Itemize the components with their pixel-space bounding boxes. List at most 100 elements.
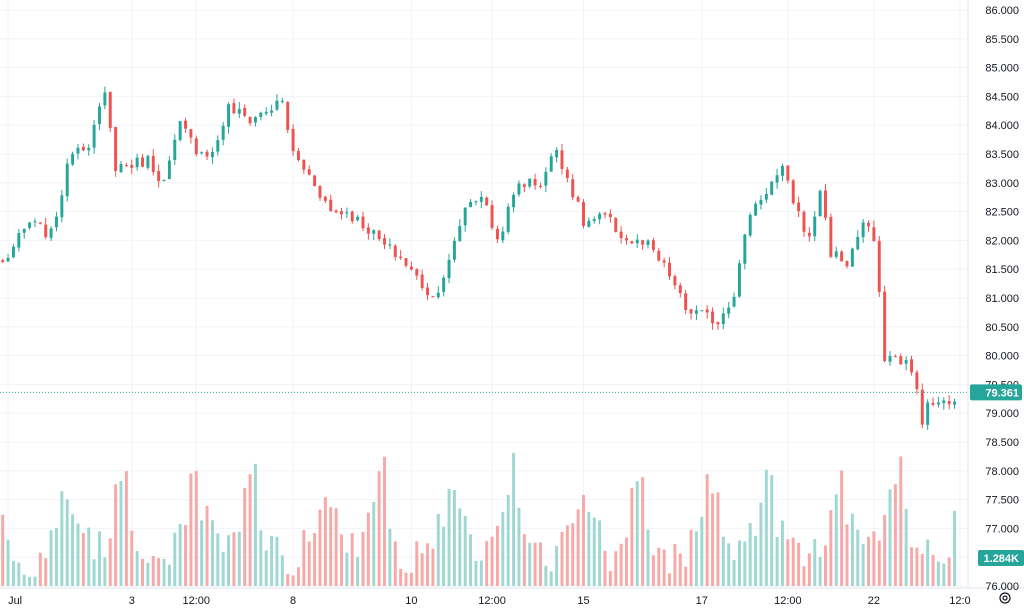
volume-bar bbox=[420, 553, 424, 586]
candle-body bbox=[275, 100, 279, 110]
x-tick-label: 12:00 bbox=[774, 595, 802, 607]
candle-body bbox=[232, 103, 236, 114]
y-tick-label: 85.500 bbox=[985, 34, 1019, 46]
candle-body bbox=[872, 227, 876, 242]
candle-body bbox=[786, 165, 790, 181]
candle-body bbox=[931, 402, 935, 405]
axis-badges: 79.361 1.284K bbox=[970, 384, 1024, 604]
candle-body bbox=[582, 201, 585, 226]
candle-body bbox=[668, 262, 672, 277]
volume-bar bbox=[721, 536, 725, 586]
volume-bar bbox=[76, 523, 80, 586]
candle-body bbox=[856, 236, 860, 250]
volume-bar bbox=[383, 456, 386, 586]
volume-bar bbox=[576, 509, 580, 586]
volume-bar bbox=[135, 550, 139, 586]
y-tick-label: 81.500 bbox=[985, 264, 1019, 276]
volume-bar bbox=[867, 536, 870, 586]
volume-bar bbox=[614, 551, 618, 586]
volume-bar bbox=[227, 535, 231, 586]
volume-bar bbox=[522, 533, 526, 586]
gear-ring bbox=[999, 592, 1011, 604]
candle-body bbox=[313, 175, 317, 187]
volume-bar bbox=[81, 533, 85, 586]
candle-body bbox=[684, 293, 688, 310]
volume-bar bbox=[711, 493, 715, 586]
volume-bar bbox=[662, 549, 666, 586]
candle-body bbox=[1, 260, 5, 263]
volume-bar bbox=[700, 516, 704, 586]
y-tick-label: 82.500 bbox=[985, 207, 1019, 219]
volume-bar bbox=[716, 492, 720, 586]
volume-bar bbox=[71, 514, 75, 586]
candle-body bbox=[388, 244, 392, 246]
candle-body bbox=[737, 263, 741, 297]
volume-bar bbox=[850, 513, 854, 586]
candle-body bbox=[469, 201, 473, 207]
candle-body bbox=[248, 116, 252, 124]
candle-body bbox=[861, 222, 865, 238]
volume-bar bbox=[372, 501, 376, 586]
candle-body bbox=[517, 183, 521, 195]
volume-bar bbox=[146, 562, 150, 586]
volume-bar bbox=[205, 505, 209, 586]
time-axis[interactable]: Jul 3 12:00 8 10 12:00 15 17 12:00 22 12:0 bbox=[8, 595, 971, 607]
volume-bar bbox=[705, 474, 709, 586]
candle-body bbox=[818, 190, 822, 217]
volume-bar bbox=[356, 556, 360, 586]
volume-bar bbox=[630, 487, 634, 586]
candle-body bbox=[608, 213, 612, 218]
volume-bar bbox=[366, 512, 370, 586]
candle-body bbox=[528, 178, 532, 187]
y-tick-label: 85.000 bbox=[985, 63, 1019, 75]
volume-bar bbox=[775, 537, 779, 586]
volume-bar bbox=[162, 558, 166, 586]
volume-bar bbox=[1, 514, 5, 586]
candle-body bbox=[657, 250, 661, 261]
candle-body bbox=[366, 227, 370, 234]
volume-bar bbox=[399, 568, 403, 586]
candle-body bbox=[146, 155, 150, 168]
volume-bar bbox=[11, 560, 15, 586]
volume-bar bbox=[388, 528, 392, 586]
price-axis[interactable]: 86.000 85.500 85.000 84.500 84.000 83.500 83.0… bbox=[985, 5, 1019, 593]
volume-bar bbox=[936, 561, 940, 586]
candle-body bbox=[915, 372, 919, 390]
candle-body bbox=[614, 217, 618, 232]
volume-bar bbox=[431, 548, 435, 586]
candle-body bbox=[141, 157, 144, 167]
y-tick-label: 83.500 bbox=[985, 149, 1019, 161]
candle-body bbox=[904, 359, 908, 364]
settings-gear-icon[interactable] bbox=[999, 592, 1011, 604]
volume-bar bbox=[178, 523, 182, 586]
y-tick-label: 84.000 bbox=[985, 120, 1019, 132]
candle-body bbox=[780, 165, 784, 176]
volume-bar bbox=[452, 490, 456, 586]
candle-body bbox=[802, 212, 806, 232]
y-tick-label: 82.000 bbox=[985, 235, 1019, 247]
candle-body bbox=[565, 169, 569, 179]
volume-bar bbox=[60, 491, 64, 586]
candle-body bbox=[646, 240, 650, 245]
volume-bar bbox=[582, 494, 585, 586]
candle-body bbox=[372, 230, 376, 234]
volume-bar bbox=[727, 543, 731, 586]
volume-bar bbox=[780, 520, 784, 586]
volume-bar bbox=[264, 550, 268, 586]
candle-body bbox=[743, 234, 747, 264]
candle-body bbox=[592, 219, 596, 221]
y-tick-label: 77.000 bbox=[985, 523, 1019, 535]
candle-body bbox=[748, 214, 752, 236]
candle-body bbox=[953, 401, 957, 405]
volume-bar bbox=[485, 541, 489, 586]
volume-bar bbox=[743, 541, 747, 586]
candle-body bbox=[700, 310, 704, 312]
volume-label: 1.284K bbox=[984, 553, 1020, 565]
candle-body bbox=[829, 216, 833, 257]
volume-bar bbox=[673, 544, 677, 586]
x-tick-label: 3 bbox=[129, 595, 135, 607]
candle-body bbox=[270, 110, 274, 113]
candle-body bbox=[549, 156, 553, 172]
